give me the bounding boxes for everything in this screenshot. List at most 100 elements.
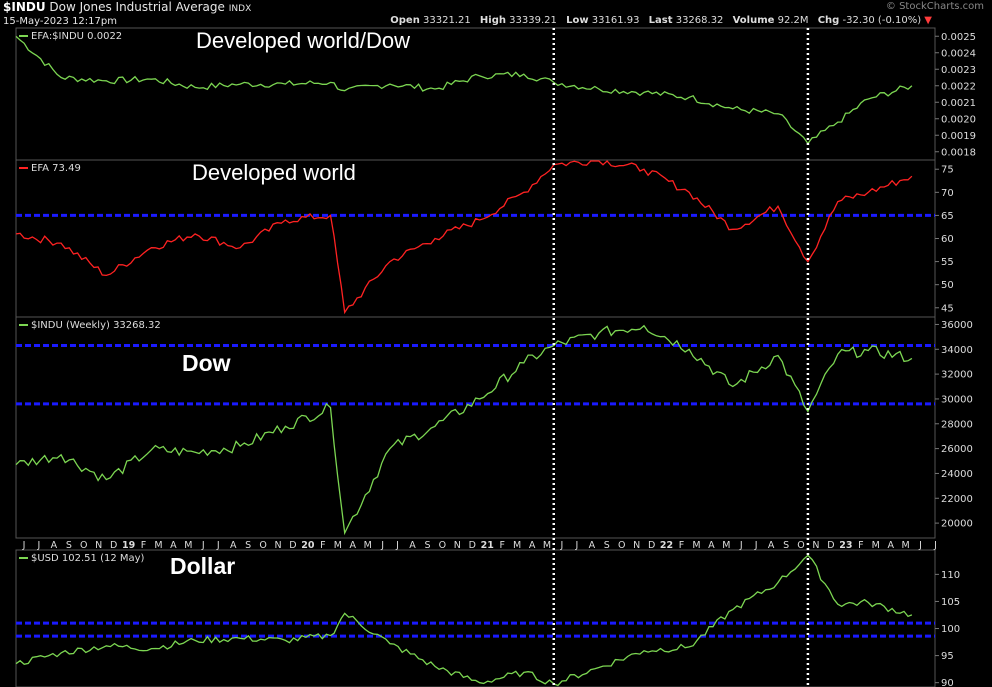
last-label: Last: [648, 15, 673, 26]
x-tick-label: O: [439, 540, 446, 551]
x-tick-label: 21: [481, 540, 494, 551]
open-label: Open: [390, 15, 420, 26]
x-tick-label: S: [783, 540, 789, 551]
x-tick-label: D: [469, 540, 476, 551]
x-tick-label: O: [797, 540, 804, 551]
x-tick-label: M: [334, 540, 342, 551]
x-tick-label: N: [633, 540, 640, 551]
x-tick-label: S: [604, 540, 610, 551]
y-tick-label: 30000: [941, 394, 973, 405]
x-tick-label: F: [141, 540, 146, 551]
x-tick-label: J: [201, 540, 205, 551]
y-tick-label: 0.0025: [941, 32, 976, 43]
y-tick-label: 0.0024: [941, 48, 976, 59]
x-tick-label: D: [827, 540, 834, 551]
y-tick-label: 105: [941, 597, 960, 608]
x-tick-label: A: [349, 540, 356, 551]
series-line-2: [15, 324, 913, 536]
x-tick-label: F: [858, 540, 863, 551]
x-tick-label: N: [274, 540, 281, 551]
x-tick-label: M: [154, 540, 162, 551]
down-arrow-icon: ▼: [924, 15, 932, 26]
low-value: 33161.93: [591, 15, 640, 26]
y-tick-label: 0.0021: [941, 98, 976, 109]
x-tick-label: F: [499, 540, 504, 551]
x-tick-label: M: [722, 540, 730, 551]
symbol-name: Dow Jones Industrial Average: [49, 0, 225, 14]
y-tick-label: 36000: [941, 320, 973, 331]
y-tick-label: 45: [941, 303, 954, 314]
x-tick-label: S: [424, 540, 430, 551]
legend-label: $USD 102.51 (12 May): [31, 553, 145, 564]
x-tick-label: D: [648, 540, 655, 551]
x-tick-label: J: [560, 540, 564, 551]
x-tick-label: J: [739, 540, 743, 551]
series-line-1: [15, 160, 913, 315]
x-tick-label: N: [454, 540, 461, 551]
chg-label: Chg: [817, 15, 840, 26]
legend-label: EFA:$INDU 0.0022: [31, 31, 122, 42]
y-tick-label: 22000: [941, 494, 973, 505]
panel-frame-2: [15, 316, 936, 539]
y-tick-label: 32000: [941, 370, 973, 381]
x-tick-label: J: [754, 540, 758, 551]
x-tick-label: A: [230, 540, 237, 551]
y-tick-label: 75: [941, 165, 954, 176]
open-value: 33321.21: [423, 15, 471, 26]
x-tick-label: 20: [301, 540, 315, 551]
panel-frame-1: [15, 159, 936, 318]
y-tick-label: 20000: [941, 519, 973, 530]
x-tick-label: M: [872, 540, 880, 551]
x-tick-label: 22: [660, 540, 673, 551]
y-tick-label: 34000: [941, 345, 973, 356]
x-tick-label: J: [574, 540, 578, 551]
x-tick-label: J: [216, 540, 220, 551]
x-tick-label: M: [513, 540, 521, 551]
y-tick-label: 0.0018: [941, 147, 976, 158]
y-tick-label: 0.0022: [941, 81, 976, 92]
y-tick-label: 0.0020: [941, 114, 976, 125]
symbol: $INDU: [3, 0, 46, 14]
y-tick-label: 0.0019: [941, 131, 976, 142]
x-tick-label: A: [887, 540, 894, 551]
x-tick-label: M: [543, 540, 551, 551]
series-line-0: [15, 35, 913, 145]
y-tick-label: 110: [941, 570, 960, 581]
y-tick-label: 24000: [941, 469, 973, 480]
x-tick-label: S: [66, 540, 72, 551]
panel-frame-3: [15, 549, 936, 687]
high-value: 33339.21: [509, 15, 557, 26]
volume-value: 92.2M: [777, 15, 809, 26]
x-tick-label: A: [589, 540, 596, 551]
x-tick-label: J: [37, 540, 41, 551]
low-label: Low: [566, 15, 589, 26]
exchange: INDX: [228, 4, 252, 14]
annotation-ratio: Developed world/Dow: [196, 28, 410, 53]
x-tick-label: J: [380, 540, 384, 551]
volume-label: Volume: [732, 15, 775, 26]
legend-label: $INDU (Weekly) 33268.32: [31, 320, 161, 331]
x-tick-label: 23: [839, 540, 852, 551]
x-tick-label: N: [95, 540, 102, 551]
annotation-efa: Developed world: [192, 160, 356, 185]
x-tick-label: N: [812, 540, 819, 551]
chart-title: $INDU Dow Jones Industrial Average INDX: [3, 0, 251, 14]
x-tick-label: A: [170, 540, 177, 551]
x-tick-label: F: [320, 540, 325, 551]
x-tick-label: M: [692, 540, 700, 551]
x-tick-label: M: [184, 540, 192, 551]
ohlc-readout: Open 33321.21 High 33339.21 Low 33161.93…: [384, 15, 932, 26]
x-tick-label: J: [933, 540, 937, 551]
annotation-dollar: Dollar: [170, 553, 236, 579]
x-tick-label: A: [768, 540, 775, 551]
x-tick-label: 19: [122, 540, 135, 551]
y-tick-label: 100: [941, 624, 960, 635]
x-tick-label: J: [918, 540, 922, 551]
y-tick-label: 90: [941, 678, 954, 687]
panel-frame-0: [15, 27, 936, 161]
y-tick-label: 65: [941, 211, 954, 222]
y-tick-label: 0.0023: [941, 65, 976, 76]
y-tick-label: 28000: [941, 419, 973, 430]
x-tick-label: D: [289, 540, 296, 551]
y-tick-label: 50: [941, 280, 954, 291]
